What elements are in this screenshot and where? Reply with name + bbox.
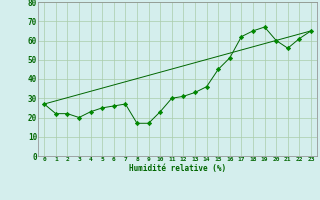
X-axis label: Humidité relative (%): Humidité relative (%) [129,164,226,173]
